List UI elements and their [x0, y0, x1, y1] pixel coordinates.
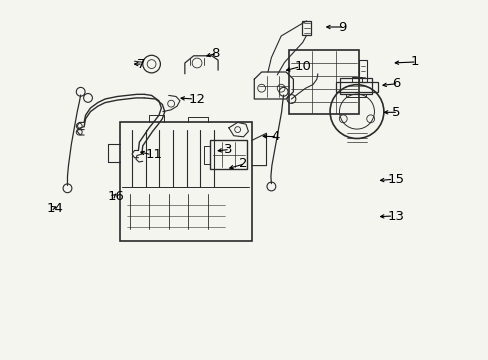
Bar — [210, 140, 246, 169]
Text: 13: 13 — [386, 210, 404, 222]
Text: 16: 16 — [107, 190, 124, 203]
Text: 8: 8 — [211, 47, 219, 60]
Text: 12: 12 — [188, 93, 205, 105]
Bar — [120, 122, 251, 241]
Text: 1: 1 — [410, 55, 418, 68]
Text: 15: 15 — [386, 173, 404, 186]
Bar — [359, 60, 366, 82]
Text: 4: 4 — [271, 130, 279, 143]
Text: 9: 9 — [338, 21, 346, 33]
Text: 5: 5 — [391, 106, 400, 119]
Bar — [288, 50, 359, 114]
Text: 6: 6 — [391, 77, 400, 90]
Bar — [339, 78, 371, 94]
Bar — [301, 21, 311, 35]
Text: 3: 3 — [224, 143, 232, 156]
Text: 14: 14 — [46, 202, 63, 215]
Bar — [336, 82, 377, 92]
Text: 7: 7 — [137, 58, 145, 71]
Text: 2: 2 — [238, 157, 246, 170]
Text: 10: 10 — [294, 60, 311, 73]
Text: 11: 11 — [145, 148, 163, 161]
